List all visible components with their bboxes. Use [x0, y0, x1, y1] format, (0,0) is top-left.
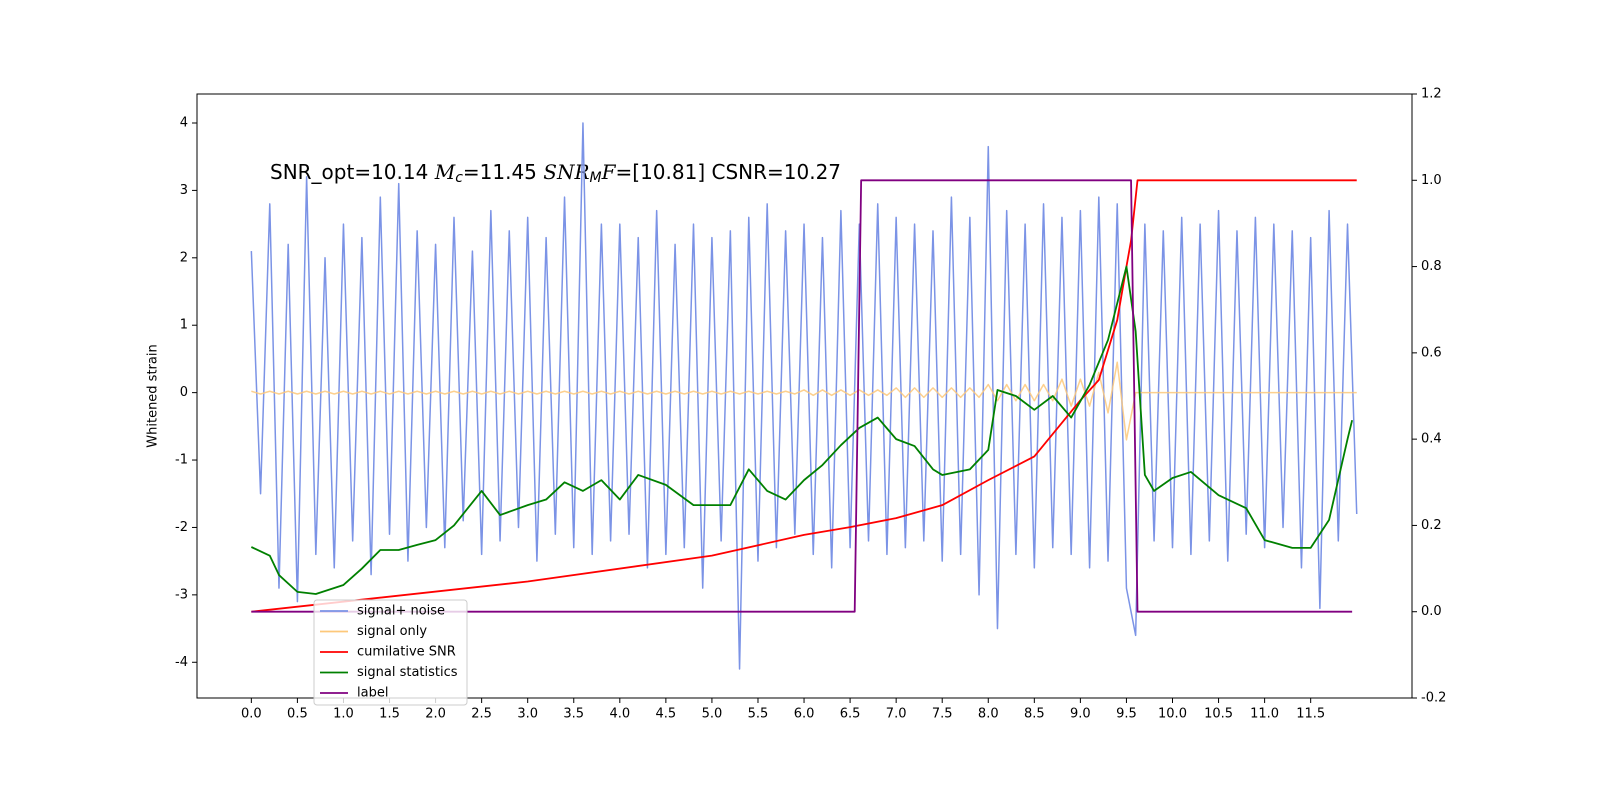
y2-tick-label: 1.0	[1421, 173, 1442, 188]
y-tick-label: 1	[180, 318, 188, 333]
annotation-part: M	[590, 170, 602, 186]
y2-tick-label: 0.6	[1421, 345, 1442, 360]
y2-tick-label: -0.2	[1421, 691, 1446, 706]
x-tick-label: 9.0	[1070, 707, 1091, 722]
y-tick-label: -3	[175, 587, 188, 602]
x-tick-label: 6.0	[794, 707, 815, 722]
y-tick-label: 2	[180, 250, 188, 265]
x-tick-label: 10.5	[1204, 707, 1233, 722]
y-tick-label: 4	[180, 115, 188, 130]
x-tick-label: 10.0	[1158, 707, 1187, 722]
x-tick-label: 5.5	[748, 707, 769, 722]
data-line	[251, 179, 1353, 613]
y2-tick-label: 0.8	[1421, 259, 1442, 274]
data-line	[250, 122, 1358, 670]
x-tick-label: 2.0	[425, 707, 446, 722]
y-tick-label: -2	[175, 520, 188, 535]
x-tick-label: 8.0	[978, 707, 999, 722]
legend-label: signal only	[357, 624, 427, 639]
x-tick-label: 2.5	[471, 707, 492, 722]
y2-tick-label: 0.2	[1421, 518, 1442, 533]
x-tick-label: 9.5	[1116, 707, 1137, 722]
annotation-part: =11.45	[463, 160, 543, 184]
data-line	[250, 265, 1354, 595]
y-tick-label: -4	[175, 655, 188, 670]
x-tick-label: 8.5	[1024, 707, 1045, 722]
x-tick-label: 11.5	[1296, 707, 1325, 722]
x-tick-label: 3.5	[563, 707, 584, 722]
annotation-part: c	[455, 170, 463, 186]
legend-label: label	[357, 686, 388, 701]
x-tick-label: 11.0	[1250, 707, 1279, 722]
y-axis-label: Whitened strain	[146, 344, 161, 447]
x-tick-label: 4.0	[609, 707, 630, 722]
x-tick-label: 1.5	[379, 707, 400, 722]
legend: signal+ noise signal only cumilative SNR si…	[313, 599, 468, 706]
legend-label: signal statistics	[357, 665, 458, 680]
x-tick-label: 1.0	[333, 707, 354, 722]
x-tick-label: 3.0	[517, 707, 538, 722]
y2-tick-label: 0.4	[1421, 432, 1442, 447]
annotation-part: M	[434, 160, 456, 184]
legend-label: cumilative SNR	[357, 645, 456, 660]
y-tick-label: -1	[175, 453, 188, 468]
data-line	[251, 361, 1357, 441]
x-tick-label: 0.5	[287, 707, 308, 722]
legend-box	[313, 599, 468, 706]
x-tick-label: 7.0	[886, 707, 907, 722]
x-tick-label: 0.0	[241, 707, 262, 722]
x-tick-label: 4.5	[656, 707, 677, 722]
legend-label: signal+ noise	[357, 604, 445, 619]
y2-tick-label: 0.0	[1421, 604, 1442, 619]
data-line	[251, 179, 1357, 613]
x-tick-label: 7.5	[932, 707, 953, 722]
x-tick-label: 6.5	[840, 707, 861, 722]
annotation-part: =[10.81] CSNR=10.27	[616, 160, 842, 184]
annotation: SNR_opt=10.14 Mc=11.45 SNRMF=[10.81] CSN…	[270, 160, 841, 187]
y2-tick-label: 1.2	[1421, 87, 1442, 102]
x-tick-label: 5.0	[702, 707, 723, 722]
annotation-part: SNR_opt=10.14	[270, 160, 435, 184]
y-tick-label: 3	[180, 183, 188, 198]
y-tick-label: 0	[180, 385, 188, 400]
annotation-part: F	[601, 160, 617, 184]
